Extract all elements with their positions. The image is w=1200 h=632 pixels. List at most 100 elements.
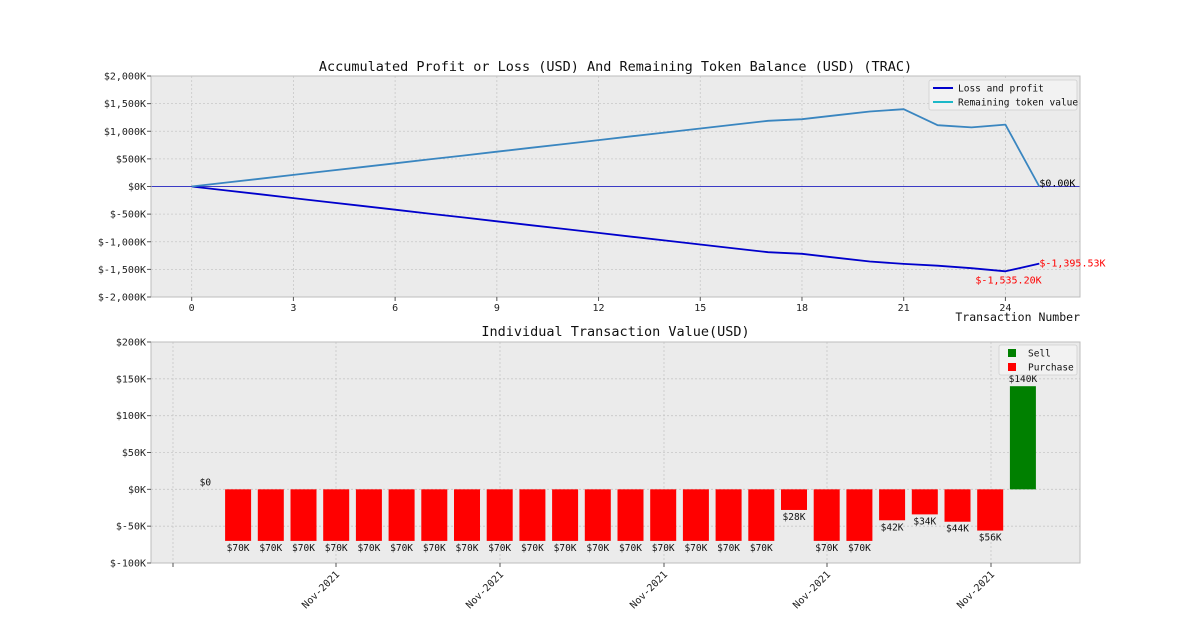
bar-value-label: $0 [200, 477, 212, 488]
y-tick-label: $0K [128, 485, 146, 496]
bar-value-label: $70K [488, 543, 511, 554]
bar-value-label: $44K [946, 524, 969, 535]
x-tick-label: 0 [189, 303, 195, 314]
bar-purchase [290, 489, 317, 541]
legend-swatch [1008, 349, 1016, 357]
bar-value-label: $70K [292, 543, 315, 554]
bar-purchase [225, 489, 252, 541]
bar-purchase [715, 489, 742, 541]
y-tick-label: $-1,000K [98, 237, 146, 248]
x-tick-label: 12 [593, 303, 605, 314]
data-annotation: $-1,535.20K [975, 275, 1041, 286]
y-tick-label: $500K [116, 154, 146, 165]
bar-purchase [355, 489, 382, 541]
x-tick-label: 6 [392, 303, 398, 314]
y-tick-label: $-1,500K [98, 265, 146, 276]
y-tick-label: $1,000K [104, 127, 146, 138]
bar-purchase [617, 489, 644, 541]
bar-sell [1009, 386, 1036, 490]
bar-purchase [682, 489, 709, 541]
bottom-bar-chart: $-100K $-50K $0K $50K $100K $150K $200K Nov-202… [110, 324, 1081, 611]
bar-value-label: $28K [783, 512, 806, 523]
chart-title: Individual Transaction Value(USD) [481, 324, 749, 340]
bar-purchase [584, 489, 611, 541]
data-annotation: $0.00K [1039, 179, 1075, 190]
bar-value-label: $70K [848, 543, 871, 554]
bar-value-label: $70K [684, 543, 707, 554]
bar-value-label: $70K [521, 543, 544, 554]
bar-value-label: $70K [586, 543, 609, 554]
bar-value-label: $70K [259, 543, 282, 554]
y-tick-label: $0K [128, 182, 146, 193]
top-line-chart: 0 3 6 9 12 15 18 21 24 $-2,000K $-1,500K $-1,000K $-… [98, 59, 1106, 324]
bar-value-label: $70K [390, 543, 413, 554]
y-tick-label: $-50K [116, 522, 146, 533]
bar-purchase [977, 489, 1004, 531]
bar-value-label: $70K [357, 543, 380, 554]
bar-value-label: $70K [815, 543, 838, 554]
bar-purchase [257, 489, 284, 541]
bar-purchase [781, 489, 807, 510]
legend-label: Purchase [1028, 363, 1074, 374]
bar-purchase [748, 489, 775, 541]
bar-purchase [944, 489, 971, 522]
bar-purchase [911, 489, 938, 515]
y-tick-label: $50K [122, 448, 146, 459]
y-tick-label: $2,000K [104, 72, 146, 83]
bar-purchase [388, 489, 415, 541]
bar-value-label: $70K [750, 543, 773, 554]
x-tick-label: Nov-2021 [955, 569, 997, 611]
bar-purchase [519, 489, 546, 541]
bar-value-label: $70K [423, 543, 446, 554]
bar-purchase [323, 489, 350, 541]
series-line-loss-and-profit [191, 185, 1040, 273]
y-tick-label: $-100K [110, 559, 146, 570]
bar-purchase [650, 489, 677, 541]
x-tick-label: Nov-2021 [464, 569, 506, 611]
legend-label: Remaining token value [958, 98, 1078, 109]
x-tick-label: Nov-2021 [628, 569, 670, 611]
bar-value-label: $70K [619, 543, 642, 554]
x-tick-label: 15 [694, 303, 706, 314]
bar-value-label: $70K [325, 543, 348, 554]
bar-purchase [846, 489, 873, 541]
bar-value-label: $34K [913, 516, 936, 527]
y-tick-label: $1,500K [104, 99, 146, 110]
bar-purchase [879, 489, 906, 521]
bar-value-label: $140K [1009, 374, 1038, 385]
legend-swatch [1008, 363, 1016, 371]
x-tick-label: 3 [290, 303, 296, 314]
legend-box [928, 79, 1078, 111]
y-tick-label: $200K [116, 338, 146, 349]
x-tick-label: 9 [494, 303, 500, 314]
data-annotation: $-1,395.53K [1039, 259, 1105, 270]
bar-value-label: $56K [979, 533, 1002, 544]
x-tick-label: Nov-2021 [791, 569, 833, 611]
bar-purchase [486, 489, 513, 541]
y-tick-label: $150K [116, 374, 146, 385]
bar-value-label: $42K [881, 522, 904, 533]
bar-purchase [552, 489, 579, 541]
x-tick-label: 21 [898, 303, 910, 314]
bar-purchase [421, 489, 448, 541]
x-tick-label: 18 [796, 303, 808, 314]
bar-value-label: $70K [554, 543, 577, 554]
legend-box [998, 344, 1078, 376]
legend-label: Sell [1028, 349, 1051, 360]
bar-value-label: $70K [456, 543, 479, 554]
bar-purchase [454, 489, 480, 541]
series-line-remaining-token-value [191, 108, 1041, 188]
y-tick-label: $-500K [110, 210, 146, 221]
x-tick-label: Nov-2021 [300, 569, 342, 611]
bar-value-label: $70K [227, 543, 250, 554]
bar-value-label: $70K [652, 543, 675, 554]
bar-value-label: $70K [717, 543, 740, 554]
x-axis-label: Transaction Number [955, 310, 1080, 324]
y-tick-label: $100K [116, 411, 146, 422]
y-tick-label: $-2,000K [98, 293, 146, 304]
legend-label: Loss and profit [958, 84, 1044, 95]
x-tick-label: 24 [999, 303, 1011, 314]
bar-purchase [813, 489, 840, 541]
chart-title: Accumulated Profit or Loss (USD) And Rem… [319, 59, 912, 75]
